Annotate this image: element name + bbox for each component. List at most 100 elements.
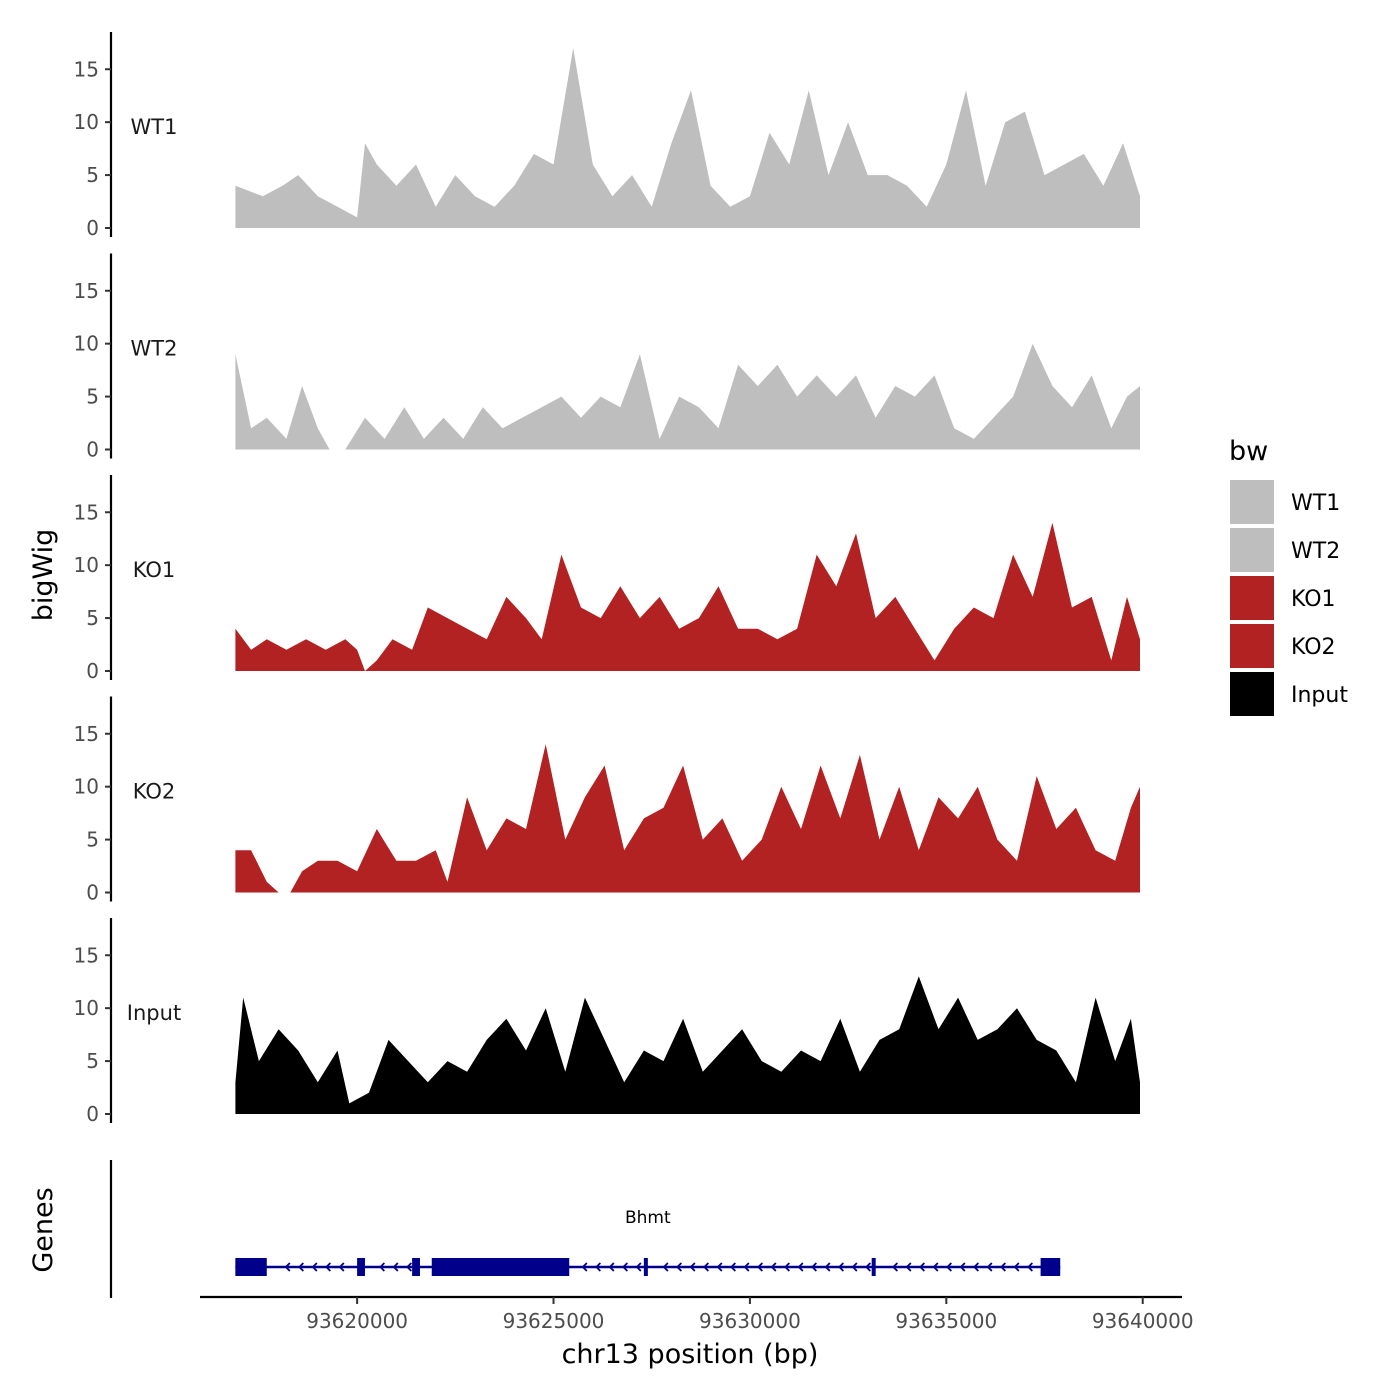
legend-item-wt1: WT1: [1230, 480, 1340, 524]
y-tick-label: 10: [74, 332, 99, 356]
strand-arrow: [986, 1262, 993, 1272]
gene-label: Bhmt: [625, 1208, 671, 1228]
strand-arrow: [311, 1262, 318, 1272]
y-tick-label: 0: [86, 216, 99, 240]
signal-area-wt2: [235, 343, 1140, 450]
legend-item-ko1: KO1: [1230, 576, 1336, 620]
panel-wt1: 0 5 10 15 WT1: [74, 32, 1140, 240]
y-tick-label: 15: [74, 943, 99, 967]
panel-label: WT1: [131, 115, 178, 139]
legend-swatch: [1230, 672, 1274, 716]
legend-title: bw: [1229, 436, 1268, 467]
y-tick-label: 15: [74, 722, 99, 746]
y-tick-label: 5: [86, 1049, 99, 1073]
y-tick-label: 5: [86, 163, 99, 187]
y-tick-label: 10: [74, 775, 99, 799]
signal-area-ko1: [235, 522, 1140, 671]
strand-arrow: [851, 1262, 858, 1272]
panel-label: KO1: [133, 558, 176, 582]
legend-swatch: [1230, 480, 1274, 524]
panel-ko2: 0 5 10 15 KO2: [74, 696, 1140, 905]
x-axis-title: chr13 position (bp): [562, 1339, 819, 1370]
strand-arrow: [392, 1262, 399, 1272]
strand-arrow: [379, 1262, 385, 1272]
gene-exon: [357, 1258, 365, 1276]
y-tick-label: 15: [74, 500, 99, 524]
legend-label: KO2: [1291, 635, 1336, 660]
strand-arrow: [325, 1262, 331, 1272]
strand-arrow: [581, 1262, 588, 1272]
strand-arrow: [973, 1262, 979, 1272]
panel-label: KO2: [133, 780, 176, 804]
strand-arrow: [716, 1262, 723, 1272]
strand-arrow: [797, 1262, 804, 1272]
legend-label: KO1: [1291, 587, 1336, 612]
signal-area-ko2: [235, 744, 1140, 893]
strand-arrow: [838, 1262, 844, 1272]
gene-track: Genes Bhmt: [28, 1160, 1061, 1298]
strand-arrow: [284, 1262, 291, 1272]
y-tick-label: 0: [86, 1102, 99, 1126]
panel-wt2: 0 5 10 15 WT2: [74, 253, 1140, 462]
gene-exon: [871, 1258, 876, 1276]
x-tick-label: 93630000: [699, 1309, 801, 1333]
legend-label: WT1: [1291, 491, 1340, 516]
strand-arrow: [1027, 1262, 1033, 1272]
y-tick-label: 15: [74, 57, 99, 81]
legend-item-input: Input: [1230, 672, 1348, 716]
legend-swatch: [1230, 576, 1274, 620]
y-tick-label: 5: [86, 606, 99, 630]
strand-arrow: [905, 1262, 912, 1272]
strand-arrow: [743, 1262, 750, 1272]
legend: bw WT1 WT2 KO1 KO2 Input: [1229, 436, 1348, 716]
x-tick-label: 93620000: [306, 1309, 408, 1333]
strand-arrow: [892, 1262, 898, 1272]
strand-arrow: [595, 1262, 601, 1272]
panel-label: WT2: [131, 337, 178, 361]
strand-arrow: [689, 1262, 696, 1272]
gene-exon: [1040, 1258, 1061, 1276]
strand-arrow: [757, 1262, 763, 1272]
legend-label: WT2: [1291, 539, 1340, 564]
x-axis: 93620000 93625000 93630000 93635000 93640000: [200, 1295, 1194, 1333]
gene-exon: [643, 1258, 648, 1276]
y-tick-label: 5: [86, 828, 99, 852]
strand-arrow: [676, 1262, 682, 1272]
strand-arrow: [298, 1262, 304, 1272]
strand-arrow: [770, 1262, 777, 1272]
y-tick-label: 10: [74, 553, 99, 577]
panel-input: 0 5 10 15 Input: [74, 918, 1140, 1126]
strand-arrow: [608, 1262, 615, 1272]
y-tick-label: 10: [74, 110, 99, 134]
y-tick-label: 0: [86, 881, 99, 905]
y-tick-label: 15: [74, 279, 99, 303]
gene-model: [235, 1258, 1061, 1276]
strand-arrow: [865, 1262, 871, 1272]
strand-arrow: [635, 1262, 642, 1272]
strand-arrow: [338, 1262, 345, 1272]
strand-arrow: [932, 1262, 939, 1272]
strand-arrow: [784, 1262, 790, 1272]
legend-item-ko2: KO2: [1230, 624, 1336, 668]
legend-swatch: [1230, 624, 1274, 668]
gene-exon: [235, 1258, 267, 1276]
signal-area-wt1: [235, 48, 1140, 228]
legend-label: Input: [1291, 683, 1348, 708]
legend-swatch: [1230, 528, 1274, 572]
x-tick-label: 93640000: [1092, 1309, 1194, 1333]
x-tick-label: 93625000: [503, 1309, 605, 1333]
gene-track-title: Genes: [28, 1187, 59, 1272]
strand-arrow: [622, 1262, 628, 1272]
panel-label: Input: [127, 1001, 181, 1025]
gene-exon: [431, 1258, 570, 1276]
signal-panels: 0 5 10 15 WT1 0 5 10 15 WT2 0 5 10 15 KO1 0 5 10 15 KO2 0 5 10…: [74, 32, 1140, 1126]
strand-arrow: [1013, 1262, 1020, 1272]
gene-exon: [412, 1258, 420, 1276]
strand-arrow: [811, 1262, 817, 1272]
legend-item-wt2: WT2: [1230, 528, 1340, 572]
x-tick-label: 93635000: [895, 1309, 997, 1333]
strand-arrow: [662, 1262, 669, 1272]
strand-arrow: [919, 1262, 925, 1272]
y-tick-label: 10: [74, 996, 99, 1020]
